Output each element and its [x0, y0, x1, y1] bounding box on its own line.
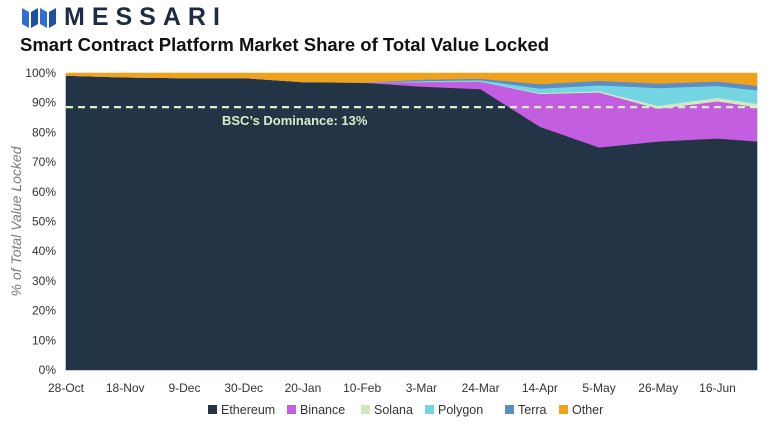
brand: MESSARI — [22, 2, 227, 31]
y-tick-label: 50% — [32, 215, 56, 229]
legend-swatch-ethereum — [208, 405, 217, 414]
legend-swatch-binance — [287, 405, 296, 414]
plot-area — [65, 72, 758, 371]
legend-label-binance: Binance — [300, 403, 345, 417]
legend-label-solana: Solana — [374, 403, 413, 417]
y-tick-label: 100% — [25, 66, 56, 80]
legend-swatch-other — [559, 405, 568, 414]
x-tick-label: 16-Jun — [699, 381, 736, 395]
legend-label-terra: Terra — [518, 403, 547, 417]
x-tick-label: 20-Jan — [285, 381, 322, 395]
y-tick-label: 90% — [32, 96, 56, 110]
y-tick-label: 10% — [32, 333, 56, 347]
messari-logo-icon — [22, 8, 56, 28]
legend-label-ethereum: Ethereum — [221, 403, 275, 417]
x-tick-label: 5-May — [582, 381, 615, 395]
y-tick-label: 40% — [32, 244, 56, 258]
legend-label-polygon: Polygon — [438, 403, 483, 417]
y-tick-label: 60% — [32, 185, 56, 199]
x-tick-label: 26-May — [638, 381, 678, 395]
legend-swatch-solana — [361, 405, 370, 414]
dominance-annotation: BSC’s Dominance: 13% — [222, 113, 368, 128]
x-tick-label: 18-Nov — [106, 381, 145, 395]
y-tick-label: 0% — [39, 363, 57, 377]
y-tick-label: 70% — [32, 155, 56, 169]
y-tick-label: 20% — [32, 304, 56, 318]
brand-name: MESSARI — [64, 2, 227, 31]
legend-swatch-polygon — [425, 405, 434, 414]
y-tick-label: 80% — [32, 125, 56, 139]
x-tick-label: 3-Mar — [406, 381, 437, 395]
x-tick-label: 14-Apr — [522, 381, 558, 395]
y-tick-label: 30% — [32, 274, 56, 288]
x-tick-label: 9-Dec — [168, 381, 200, 395]
x-tick-label: 28-Oct — [48, 381, 85, 395]
x-tick-label: 24-Mar — [462, 381, 500, 395]
x-tick-label: 10-Feb — [343, 381, 381, 395]
y-axis-label: % of Total Value Locked — [8, 145, 24, 296]
legend: Ethereum Binance Solana Polygon Terra Other — [208, 403, 603, 417]
x-tick-label: 30-Dec — [224, 381, 263, 395]
series-area-other — [65, 72, 758, 87]
legend-label-other: Other — [572, 403, 603, 417]
legend-swatch-terra — [505, 405, 514, 414]
chart-title: Smart Contract Platform Market Share of … — [20, 34, 550, 55]
